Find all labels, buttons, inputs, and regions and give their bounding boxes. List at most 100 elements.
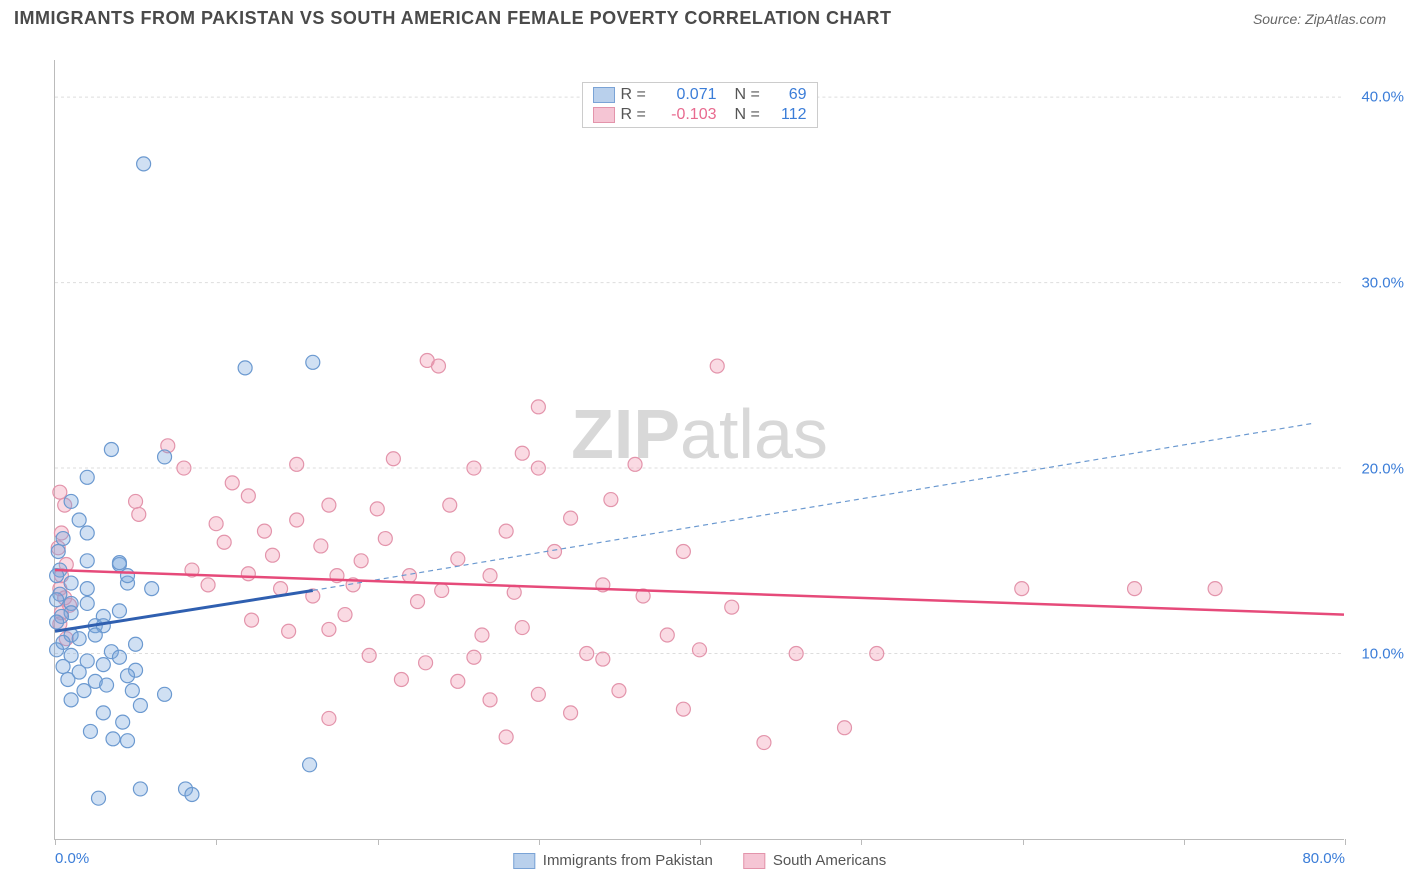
- scatter-point-pakistan: [133, 782, 147, 796]
- scatter-point-pakistan: [51, 545, 65, 559]
- scatter-point-south_american: [241, 489, 255, 503]
- swatch-pakistan: [513, 853, 535, 869]
- scatter-point-pakistan: [121, 734, 135, 748]
- plot-area: ZIPatlas R = 0.071 N = 69 R = -0.103 N =…: [54, 60, 1344, 840]
- scatter-point-south_american: [676, 702, 690, 716]
- x-tick: [216, 839, 217, 845]
- scatter-point-pakistan: [106, 732, 120, 746]
- scatter-point-south_american: [225, 476, 239, 490]
- scatter-point-pakistan: [80, 526, 94, 540]
- scatter-point-south_american: [394, 672, 408, 686]
- scatter-point-south_american: [419, 656, 433, 670]
- scatter-point-south_american: [322, 498, 336, 512]
- scatter-point-south_american: [628, 457, 642, 471]
- scatter-point-pakistan: [185, 787, 199, 801]
- scatter-point-south_american: [451, 674, 465, 688]
- legend-item-south-american: South Americans: [743, 852, 886, 869]
- scatter-point-pakistan: [129, 637, 143, 651]
- scatter-point-south_american: [201, 578, 215, 592]
- scatter-point-pakistan: [125, 684, 139, 698]
- scatter-point-pakistan: [238, 361, 252, 375]
- scatter-point-south_american: [129, 494, 143, 508]
- x-tick: [378, 839, 379, 845]
- scatter-point-south_american: [515, 621, 529, 635]
- y-tick-label: 20.0%: [1361, 460, 1404, 477]
- x-tick-label: 0.0%: [55, 850, 89, 867]
- scatter-point-pakistan: [145, 582, 159, 596]
- scatter-point-pakistan: [61, 672, 75, 686]
- scatter-point-pakistan: [100, 678, 114, 692]
- scatter-point-pakistan: [104, 443, 118, 457]
- scatter-point-pakistan: [96, 706, 110, 720]
- scatter-point-pakistan: [80, 596, 94, 610]
- scatter-point-south_american: [507, 585, 521, 599]
- scatter-point-south_american: [757, 736, 771, 750]
- swatch-south-american: [743, 853, 765, 869]
- y-tick-label: 40.0%: [1361, 89, 1404, 106]
- scatter-point-south_american: [483, 569, 497, 583]
- scatter-point-pakistan: [137, 157, 151, 171]
- scatter-point-south_american: [725, 600, 739, 614]
- scatter-point-pakistan: [80, 582, 94, 596]
- scatter-point-south_american: [241, 567, 255, 581]
- scatter-point-pakistan: [121, 669, 135, 683]
- scatter-point-south_american: [660, 628, 674, 642]
- scatter-point-south_american: [1128, 582, 1142, 596]
- scatter-point-pakistan: [56, 660, 70, 674]
- legend-row-pakistan: R = 0.071 N = 69: [593, 85, 807, 105]
- scatter-point-south_american: [693, 643, 707, 657]
- scatter-point-south_american: [217, 535, 231, 549]
- scatter-point-south_american: [451, 552, 465, 566]
- scatter-point-pakistan: [77, 684, 91, 698]
- scatter-point-pakistan: [158, 687, 172, 701]
- x-tick: [1023, 839, 1024, 845]
- scatter-point-south_american: [499, 524, 513, 538]
- scatter-point-pakistan: [112, 556, 126, 570]
- scatter-point-pakistan: [112, 604, 126, 618]
- trend-line-pakistan: [55, 590, 313, 631]
- scatter-point-south_american: [370, 502, 384, 516]
- scatter-point-south_american: [676, 545, 690, 559]
- y-tick-label: 10.0%: [1361, 646, 1404, 663]
- legend-correlation-box: R = 0.071 N = 69 R = -0.103 N = 112: [582, 82, 818, 128]
- scatter-point-pakistan: [306, 355, 320, 369]
- scatter-point-pakistan: [158, 450, 172, 464]
- scatter-point-pakistan: [83, 724, 97, 738]
- scatter-point-south_american: [483, 693, 497, 707]
- x-tick: [1345, 839, 1346, 845]
- source-value: ZipAtlas.com: [1305, 11, 1386, 27]
- scatter-point-pakistan: [112, 650, 126, 664]
- swatch-south-american: [593, 107, 615, 123]
- scatter-point-south_american: [467, 461, 481, 475]
- scatter-point-south_american: [564, 511, 578, 525]
- r-label: R =: [621, 86, 651, 104]
- scatter-point-south_american: [564, 706, 578, 720]
- scatter-point-south_american: [870, 647, 884, 661]
- scatter-point-south_american: [411, 595, 425, 609]
- x-tick-label: 80.0%: [1302, 850, 1345, 867]
- legend-label-pakistan: Immigrants from Pakistan: [543, 852, 713, 869]
- scatter-point-pakistan: [64, 494, 78, 508]
- scatter-point-south_american: [362, 648, 376, 662]
- chart-title: IMMIGRANTS FROM PAKISTAN VS SOUTH AMERIC…: [14, 8, 892, 29]
- scatter-point-south_american: [1015, 582, 1029, 596]
- scatter-point-south_american: [710, 359, 724, 373]
- chart-container: Female Poverty ZIPatlas R = 0.071 N = 69…: [14, 40, 1392, 880]
- n-value-pakistan: 69: [771, 86, 807, 104]
- scatter-point-south_american: [177, 461, 191, 475]
- scatter-svg: [55, 60, 1344, 839]
- scatter-point-south_american: [378, 532, 392, 546]
- r-label: R =: [621, 106, 651, 124]
- scatter-point-pakistan: [72, 513, 86, 527]
- scatter-point-south_american: [386, 452, 400, 466]
- trend-line-extrapolated-pakistan: [313, 424, 1312, 591]
- r-value-pakistan: 0.071: [657, 86, 717, 104]
- scatter-point-pakistan: [116, 715, 130, 729]
- scatter-point-south_american: [338, 608, 352, 622]
- legend-label-south-american: South Americans: [773, 852, 886, 869]
- source-attribution: Source: ZipAtlas.com: [1253, 11, 1386, 27]
- scatter-point-pakistan: [50, 615, 64, 629]
- legend-row-south-american: R = -0.103 N = 112: [593, 105, 807, 125]
- scatter-point-south_american: [314, 539, 328, 553]
- scatter-point-south_american: [354, 554, 368, 568]
